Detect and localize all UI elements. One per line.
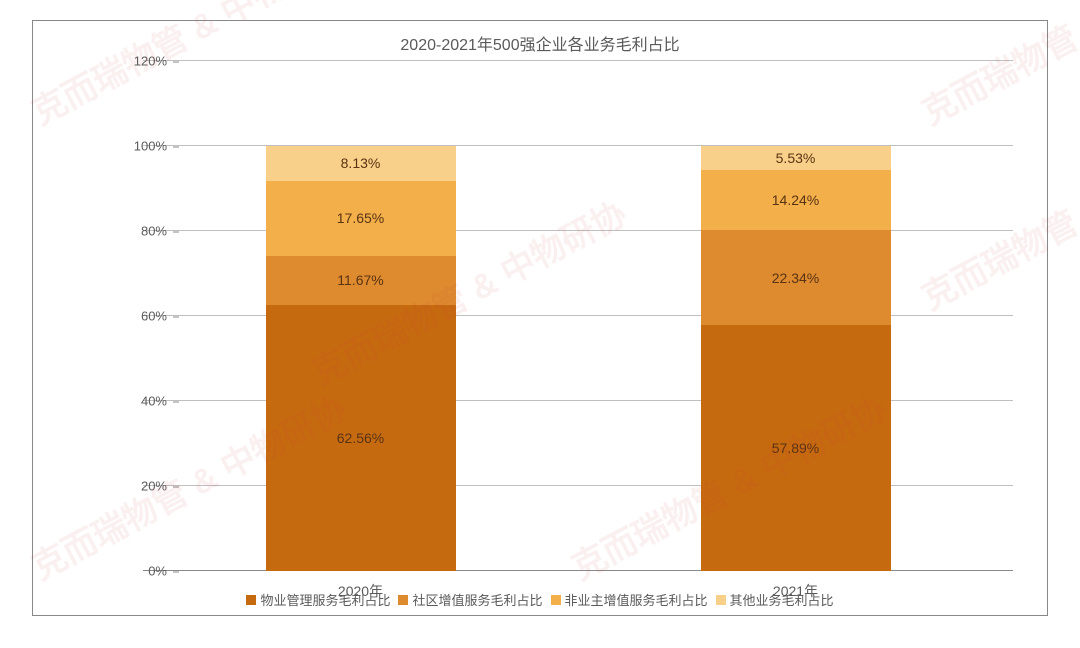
y-tick-label: 120% <box>107 54 167 69</box>
legend-swatch <box>246 595 256 605</box>
y-tick-label: 40% <box>107 394 167 409</box>
bars-container: 62.56%11.67%17.65%8.13%2020年57.89%22.34%… <box>143 61 1013 571</box>
y-tick-label: 80% <box>107 224 167 239</box>
bar-segment: 22.34% <box>701 230 891 325</box>
bar-segment: 8.13% <box>266 146 456 181</box>
bar-segment: 14.24% <box>701 170 891 231</box>
bar-segment: 11.67% <box>266 256 456 306</box>
legend-item: 非业主增值服务毛利占比 <box>551 590 708 609</box>
legend-label: 社区增值服务毛利占比 <box>412 590 542 609</box>
legend-label: 非业主增值服务毛利占比 <box>565 590 708 609</box>
y-tick-label: 60% <box>107 309 167 324</box>
legend-swatch <box>716 595 726 605</box>
chart-title: 2020-2021年500强企业各业务毛利占比 <box>33 31 1047 55</box>
legend-swatch <box>551 595 561 605</box>
legend-item: 社区增值服务毛利占比 <box>398 590 542 609</box>
bar-segment: 5.53% <box>701 146 891 170</box>
legend-swatch <box>398 595 408 605</box>
legend: 物业管理服务毛利占比 社区增值服务毛利占比 非业主增值服务毛利占比 其他业务毛利占比 <box>33 590 1047 609</box>
legend-label: 物业管理服务毛利占比 <box>260 590 390 609</box>
plot-area: 62.56%11.67%17.65%8.13%2020年57.89%22.34%… <box>143 61 1013 571</box>
bar-segment: 17.65% <box>266 181 456 256</box>
y-tick-label: 100% <box>107 139 167 154</box>
bar-segment: 57.89% <box>701 325 891 571</box>
legend-item: 物业管理服务毛利占比 <box>246 590 390 609</box>
legend-label: 其他业务毛利占比 <box>730 590 834 609</box>
y-tick-label: 0% <box>107 564 167 579</box>
chart-frame: 2020-2021年500强企业各业务毛利占比 62.56%11.67%17.6… <box>32 20 1048 616</box>
legend-item: 其他业务毛利占比 <box>716 590 834 609</box>
y-tick-label: 20% <box>107 479 167 494</box>
bar-segment: 62.56% <box>266 305 456 571</box>
